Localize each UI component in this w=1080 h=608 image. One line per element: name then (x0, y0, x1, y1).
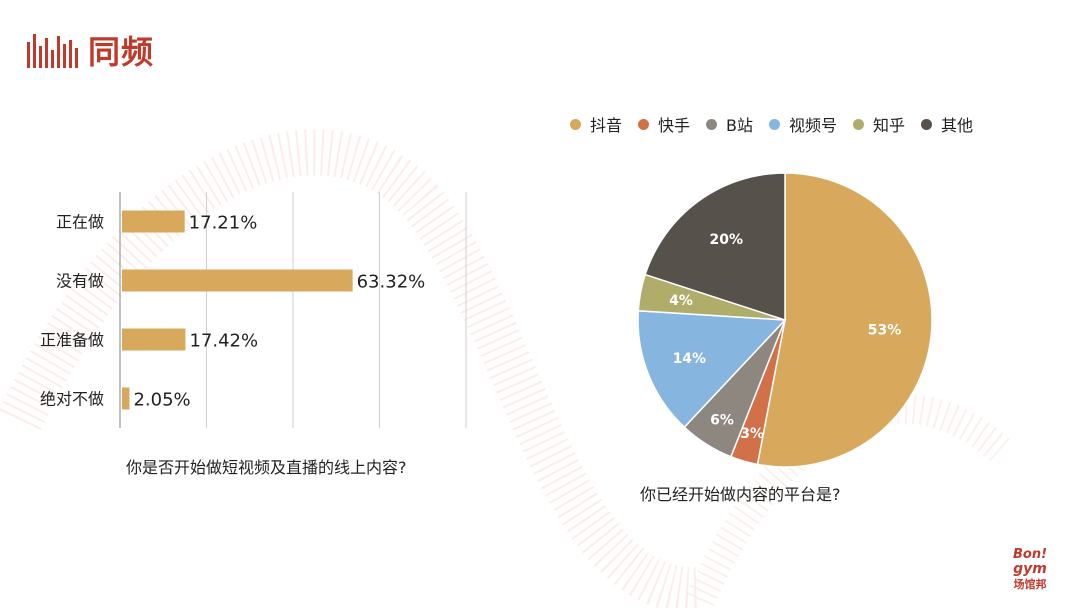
bar-value-label: 63.32% (357, 272, 426, 293)
brand-logo: Bon! gym 场馆邦 (1013, 547, 1047, 591)
bar-category-label: 没有做 (56, 272, 104, 291)
brand-line2: gym (1013, 561, 1047, 577)
pie-chart-caption: 你已经开始做内容的平台是? (640, 485, 841, 504)
legend-swatch (570, 118, 581, 130)
brand-line1: Bon! (1013, 547, 1047, 562)
legend-label: B站 (726, 116, 754, 135)
legend-label: 抖音 (590, 116, 623, 135)
pie-slice (637, 309, 787, 429)
legend-label: 视频号 (789, 116, 838, 135)
bar-value-label: 17.21% (189, 213, 258, 234)
legend-item: 知乎 (853, 112, 905, 136)
pie-legend: 抖音 快手 B站 视频号 知乎 其他 (570, 112, 989, 136)
legend-item: 其他 (921, 112, 973, 136)
pie-slice-label: 53% (868, 322, 902, 338)
pie-slice-label: 4% (669, 293, 693, 309)
pie-slice (756, 172, 933, 468)
legend-item: B站 (706, 112, 753, 136)
bar-category-label: 正准备做 (40, 331, 104, 350)
bar (122, 210, 185, 233)
bar-value-label: 2.05% (133, 390, 190, 411)
legend-swatch (853, 118, 865, 130)
legend-item: 抖音 (570, 112, 622, 136)
legend-item: 视频号 (769, 112, 837, 136)
bar-category-label: 绝对不做 (40, 390, 104, 409)
logo-text: 同频 (88, 33, 155, 71)
bar-value-label: 17.42% (189, 331, 258, 352)
bar (122, 269, 353, 292)
bar (122, 328, 186, 351)
pie-slice-label: 20% (709, 232, 743, 248)
bar-category-label: 正在做 (56, 213, 104, 232)
pie-slice (644, 172, 786, 322)
bar-chart-caption: 你是否开始做短视频及直播的线上内容? (126, 458, 407, 477)
legend-swatch (769, 118, 781, 130)
brand-line3: 场馆邦 (1014, 577, 1047, 591)
pie-slice-label: 6% (710, 412, 734, 428)
legend-label: 知乎 (873, 116, 906, 135)
legend-label: 其他 (941, 116, 974, 135)
logo-bars-icon (27, 34, 78, 68)
legend-swatch (638, 118, 650, 130)
legend-item: 快手 (638, 112, 690, 136)
legend-swatch (921, 118, 933, 130)
logo: 同频 (26, 28, 154, 72)
bar (122, 387, 130, 410)
legend-label: 快手 (658, 116, 691, 135)
legend-swatch (706, 118, 718, 130)
pie-slice-label: 14% (673, 351, 707, 367)
pie-slice-label: 3% (740, 426, 764, 442)
